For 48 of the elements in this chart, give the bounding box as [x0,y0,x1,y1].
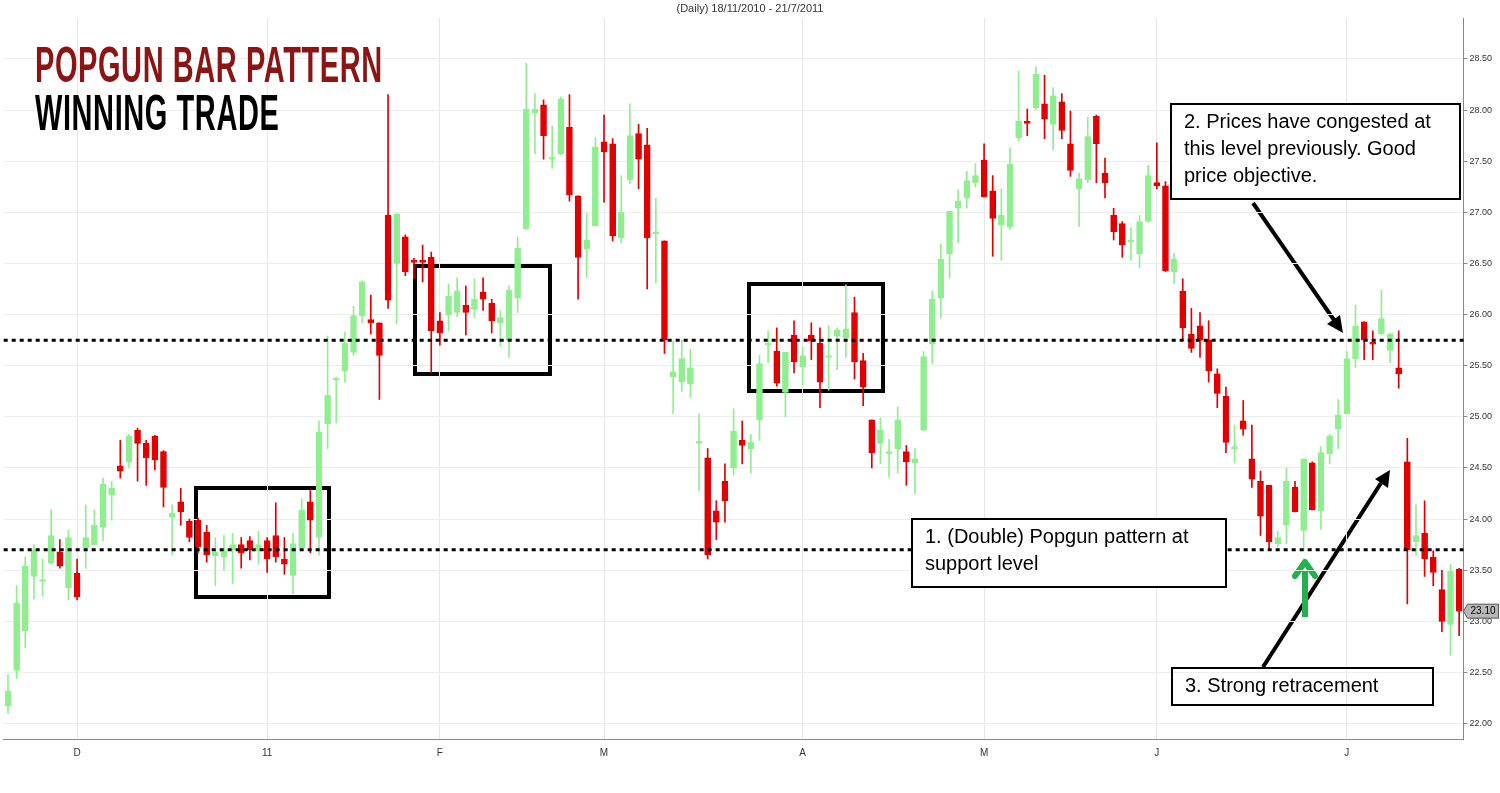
candlestick [410,258,418,280]
candlestick [462,285,470,336]
text: (Daily) 18/11/2010 - 21/7/2011 [675,2,825,14]
candlestick [1023,108,1031,136]
x-tick-label: D [73,746,81,758]
candlestick [695,413,703,491]
candlestick [367,294,375,335]
y-tick-label: 28.00 [1469,104,1493,115]
y-tick-label: 23.50 [1469,564,1493,575]
candlestick [1153,142,1161,190]
x-tick-label: M [599,746,609,758]
candlestick [583,213,591,279]
candlestick [82,504,90,569]
annotation: 1. (Double) Popgun pattern at support level [911,518,1227,588]
y-tick-label: 25.00 [1469,411,1493,422]
y-tick-label: 26.00 [1469,309,1493,320]
y-tick-label: 24.50 [1469,462,1493,473]
y-tick-label: 27.00 [1469,206,1493,217]
x-tick-label: 11 [261,746,273,758]
candlestick [747,433,755,474]
y-tick-label: 28.50 [1469,53,1493,64]
candlestick [833,327,841,371]
candlestick [1239,400,1247,436]
text: 23.10 [1470,605,1496,617]
y-tick-label: 27.50 [1469,155,1493,166]
x-tick-label: J [1154,746,1160,758]
candlestick [738,420,746,465]
candlestick [885,439,893,478]
candlestick [911,448,919,494]
candlestick [807,322,815,360]
candlestick [1369,330,1377,360]
y-tick-label: 22.00 [1469,718,1493,729]
candlestick [764,330,772,363]
candlestick [652,197,660,284]
candlestick [220,535,228,571]
x-tick-label: M [979,746,989,758]
candlestick [1412,504,1420,556]
y-tick-label: 23.00 [1469,615,1493,626]
candlestick [1395,330,1403,389]
x-tick-label: F [436,746,443,758]
y-tick-label: 22.50 [1469,667,1493,678]
y-tick-label: 26.50 [1469,257,1493,268]
annotation: 3. Strong retracement [1171,667,1434,706]
annotation: 2. Prices have congested at this level previously. Good price objective. [1170,103,1461,200]
y-tick-label: 25.50 [1469,360,1493,371]
x-tick-label: A [799,746,807,758]
y-tick-label: 24.00 [1469,513,1493,524]
x-tick-label: J [1344,746,1350,758]
